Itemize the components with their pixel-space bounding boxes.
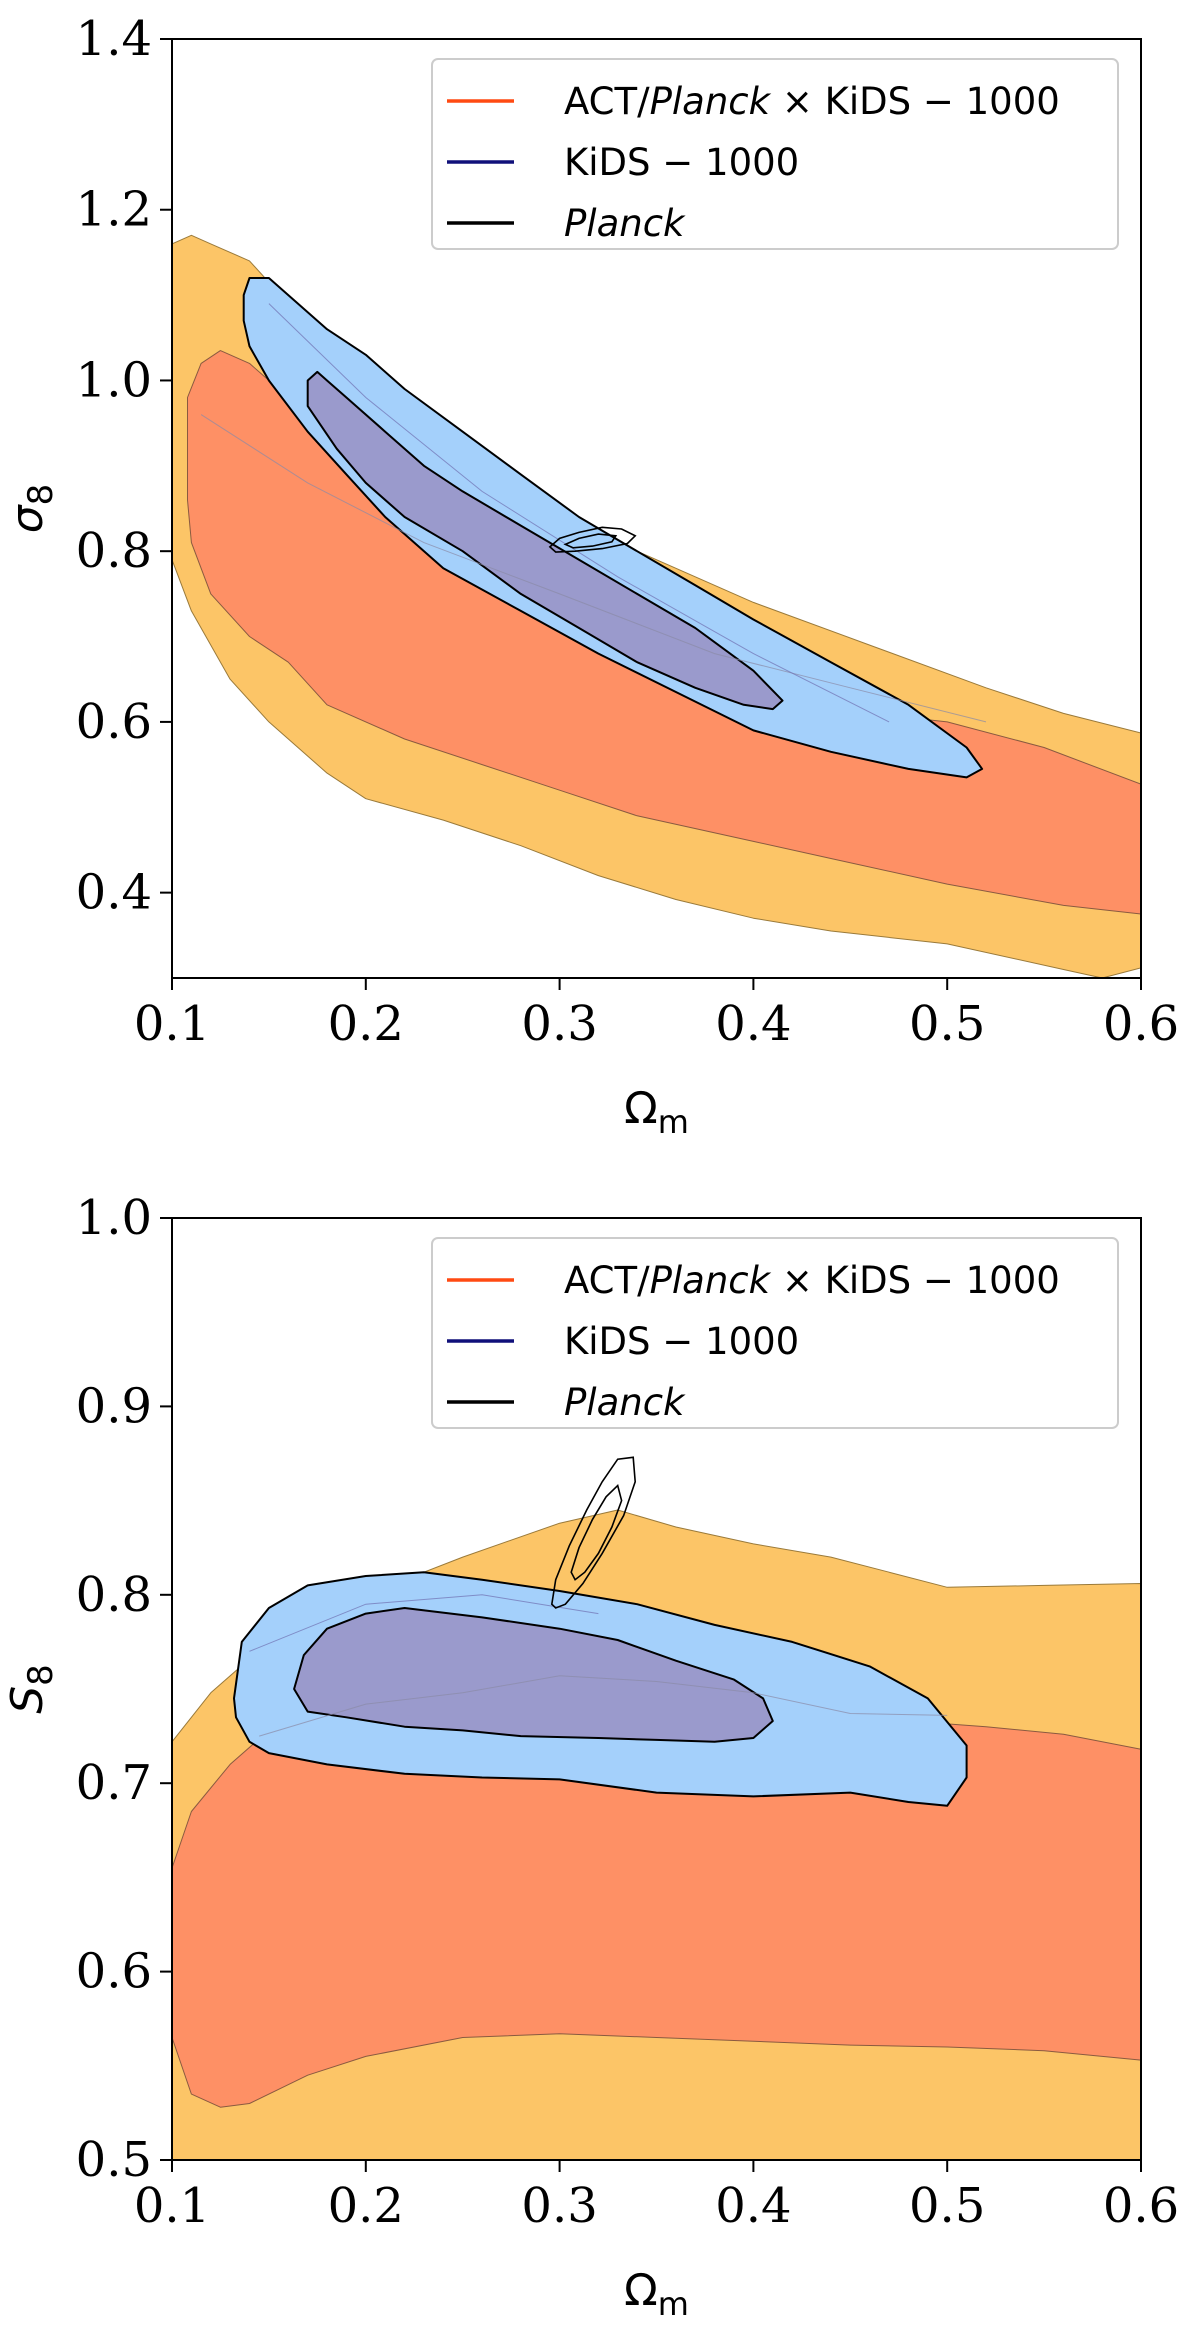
y-tick-label: 0.9 [76, 1378, 152, 1434]
y-tick-label: 0.6 [76, 1944, 152, 2000]
planck-contour-95 [550, 1456, 637, 1609]
legend-label: ACT/Planck × KiDS − 1000 [564, 80, 1060, 123]
legend: ACT/Planck × KiDS − 1000 KiDS − 1000 Planc… [431, 58, 1119, 250]
legend: ACT/Planck × KiDS − 1000 KiDS − 1000 Planc… [431, 1237, 1119, 1429]
y-tick-label: 1.0 [76, 1190, 152, 1246]
x-tick-label: 0.2 [328, 2178, 404, 2234]
contour-kids-1000-68- [293, 1607, 774, 1743]
ridge-line-2 [268, 303, 890, 723]
x-tick-label: 0.3 [521, 2178, 597, 2234]
y-axis-label: S8 [2, 1664, 61, 1714]
axes-frame [171, 38, 1142, 979]
legend-label: ACT/Planck × KiDS − 1000 [564, 1259, 1060, 1302]
y-tick-label: 1.0 [76, 352, 152, 408]
x-tick-label: 0.5 [909, 2178, 985, 2234]
y-tick-label: 0.7 [76, 1755, 152, 1811]
x-tick-label: 0.5 [909, 996, 985, 1052]
x-tick-label: 0.6 [1103, 2178, 1179, 2234]
legend-box [431, 1237, 1119, 1429]
y-tick-label: 1.4 [76, 11, 152, 67]
legend-label: Planck [564, 202, 686, 245]
contour-kids-1000-95- [242, 277, 984, 779]
x-tick-label: 0.1 [134, 2178, 210, 2234]
x-axis-label: Ωm [624, 1083, 689, 1141]
y-tick-label: 0.4 [76, 865, 152, 921]
x-tick-label: 0.2 [328, 996, 404, 1052]
planck-contour-95 [548, 526, 637, 553]
y-tick-label: 0.6 [76, 694, 152, 750]
x-tick-label: 0.4 [715, 996, 791, 1052]
planck-contour-68 [563, 533, 618, 549]
plot-area [172, 234, 1141, 978]
x-tick-label: 0.3 [521, 996, 597, 1052]
legend-box [431, 58, 1119, 250]
y-tick-label: 0.8 [76, 1567, 152, 1623]
chart-panel-2: 0.1 0.2 0.3 0.4 0.5 0.6 0.5 0.6 0.7 0.8 0.9 1.0 Ωm S8… [2, 1190, 1179, 2323]
legend-label: KiDS − 1000 [564, 1320, 799, 1363]
contour-kids-1000-68- [306, 370, 784, 711]
y-tick-label: 1.2 [76, 182, 152, 238]
x-tick-label: 0.6 [1103, 996, 1179, 1052]
chart-panel-1: 0.1 0.2 0.3 0.4 0.5 0.6 0.4 0.6 0.8 1.0 1.2 1.4 Ωm σ8… [2, 11, 1179, 1141]
y-tick-label: 0.8 [76, 523, 152, 579]
legend-label: Planck [564, 1381, 686, 1424]
y-tick-label: 0.5 [76, 2132, 152, 2188]
ridge-line-2 [249, 1594, 599, 1652]
ridge-line-1 [259, 1675, 948, 1737]
x-axis-label: Ωm [624, 2265, 689, 2323]
ridge-line-1 [200, 414, 987, 723]
axes-frame [171, 1217, 1142, 2161]
x-tick-label: 0.4 [715, 2178, 791, 2234]
y-axis-label: σ8 [2, 484, 61, 534]
planck-contour-68 [570, 1483, 623, 1581]
legend-label: KiDS − 1000 [564, 141, 799, 184]
plot-area [172, 1456, 1141, 2160]
x-tick-label: 0.1 [134, 996, 210, 1052]
